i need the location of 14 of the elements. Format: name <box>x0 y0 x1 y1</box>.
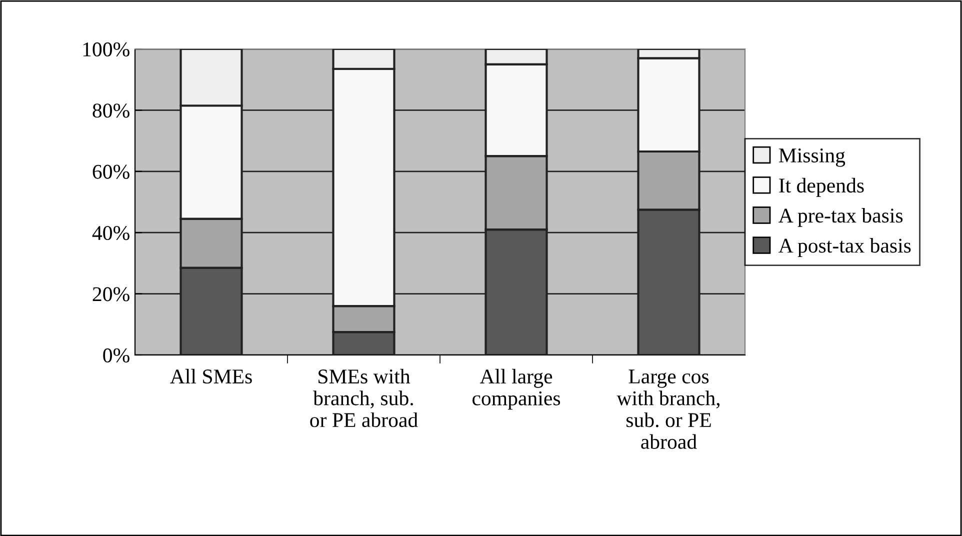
x-tick-label: SMEs with branch, sub. or PE abroad <box>310 368 418 428</box>
y-tick-label: 0% <box>103 348 130 362</box>
y-tick-label: 80% <box>92 104 130 118</box>
y-tick-label: 100% <box>83 42 130 56</box>
legend-label: Missing <box>778 148 846 167</box>
x-tick-label: All SMEs <box>170 368 252 384</box>
x-tick-label: Large cos with branch, sub. or PE abroad <box>616 370 720 449</box>
y-tick-label: 20% <box>92 287 130 302</box>
legend-label: A pre-tax basis <box>778 208 903 227</box>
legend-label: A post-tax basis <box>778 238 911 257</box>
y-tick-label: 60% <box>92 164 130 179</box>
y-tick-label: 40% <box>92 226 130 240</box>
x-tick-label: All large companies <box>472 368 560 410</box>
legend-label: It depends <box>779 178 864 197</box>
